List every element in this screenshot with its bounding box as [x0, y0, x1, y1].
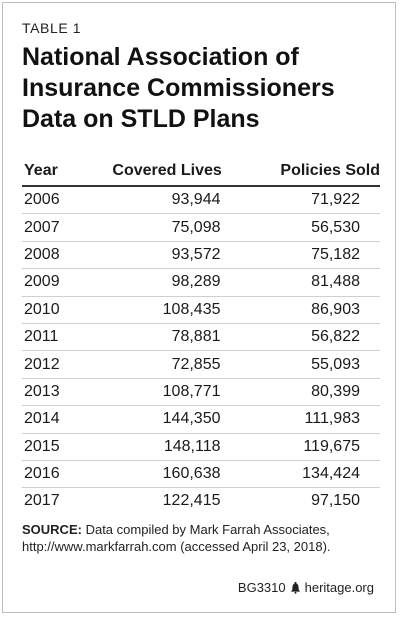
cell-year: 2007 — [22, 213, 96, 242]
table-body: 2006 93,944 71,922 2007 75,098 56,530 2008 93,5… — [22, 186, 380, 515]
cell-covered-lives: 108,435 — [95, 296, 239, 324]
cell-covered-lives: 98,289 — [95, 268, 239, 297]
table-header-row: Year Covered Lives Policies Sold — [22, 157, 380, 187]
source-text: Data compiled by Mark Farrah Associates,… — [22, 522, 331, 554]
table-row: 2016 160,638 134,424 — [22, 460, 380, 489]
table-row: 2009 98,289 81,488 — [22, 268, 380, 297]
source-note: SOURCE: Data compiled by Mark Farrah Ass… — [22, 521, 382, 555]
cell-year: 2008 — [22, 241, 96, 270]
table-row: 2014 144,350 111,983 — [22, 405, 380, 434]
cell-covered-lives: 108,771 — [95, 378, 239, 407]
table-row: 2012 72,855 55,093 — [22, 350, 380, 379]
cell-covered-lives: 122,415 — [162, 492, 221, 510]
table-row: 2006 93,944 71,922 — [22, 186, 380, 215]
cell-covered-lives: 93,572 — [95, 241, 239, 270]
footer: BG3310 heritage.org — [238, 580, 374, 595]
cell-covered-lives: 72,855 — [95, 350, 239, 379]
cell-policies-sold: 134,424 — [238, 460, 380, 489]
cell-year: 2010 — [22, 296, 96, 324]
cell-covered-lives: 160,638 — [95, 460, 239, 489]
cell-policies-sold: 55,093 — [238, 350, 380, 379]
report-code: BG3310 — [237, 580, 286, 595]
cell-policies-sold: 75,182 — [238, 241, 380, 270]
cell-year: 2012 — [22, 350, 96, 379]
cell-covered-lives: 78,881 — [95, 323, 239, 352]
cell-policies-sold: 111,983 — [238, 405, 380, 434]
header-year: Year — [22, 157, 96, 187]
site-name: heritage.org — [304, 580, 374, 595]
cell-year: 2013 — [22, 378, 96, 407]
liberty-bell-icon — [290, 581, 301, 594]
cell-covered-lives: 148,118 — [95, 433, 239, 461]
table-label: TABLE 1 — [22, 20, 82, 36]
cell-policies-sold: 80,399 — [238, 378, 380, 407]
cell-policies-sold: 71,922 — [238, 186, 380, 215]
table-row: 2008 93,572 75,182 — [22, 241, 380, 270]
cell-policies-sold: 86,903 — [238, 296, 380, 324]
cell-policies-sold: 81,488 — [238, 268, 380, 297]
table-row: 2015 148,118 119,675 — [22, 433, 380, 461]
cell-year: 2016 — [22, 460, 96, 489]
source-label: SOURCE: — [22, 522, 82, 537]
data-table: Year Covered Lives Policies Sold 2006 93,… — [22, 157, 380, 515]
header-policies-sold: Policies Sold — [238, 157, 380, 187]
table-row: 2007 75,098 56,530 — [22, 213, 380, 242]
cell-covered-lives: 144,350 — [95, 405, 239, 434]
table-row: 2013 108,771 80,399 — [22, 378, 380, 407]
cell-policies-sold: 97,150 — [311, 492, 360, 510]
table-title: National Association of Insurance Commis… — [22, 43, 335, 133]
cell-covered-lives: 93,944 — [95, 186, 239, 215]
cell-year: 2017 — [24, 492, 60, 510]
cell-year: 2009 — [22, 268, 96, 297]
cell-year: 2015 — [22, 433, 96, 461]
table-row: 2011 78,881 56,822 — [22, 323, 380, 352]
cell-year: 2011 — [22, 323, 96, 352]
cell-policies-sold: 56,530 — [238, 213, 380, 242]
cell-year: 2014 — [22, 405, 96, 434]
cell-covered-lives: 75,098 — [95, 213, 239, 242]
header-covered-lives: Covered Lives — [95, 157, 239, 187]
cell-policies-sold: 56,822 — [238, 323, 380, 352]
table-row: 2010 108,435 86,903 — [22, 296, 380, 324]
table-row: 2017 122,415 97,150 — [22, 488, 380, 515]
cell-policies-sold: 119,675 — [238, 433, 380, 461]
cell-year: 2006 — [22, 186, 96, 215]
table-frame — [2, 2, 396, 613]
